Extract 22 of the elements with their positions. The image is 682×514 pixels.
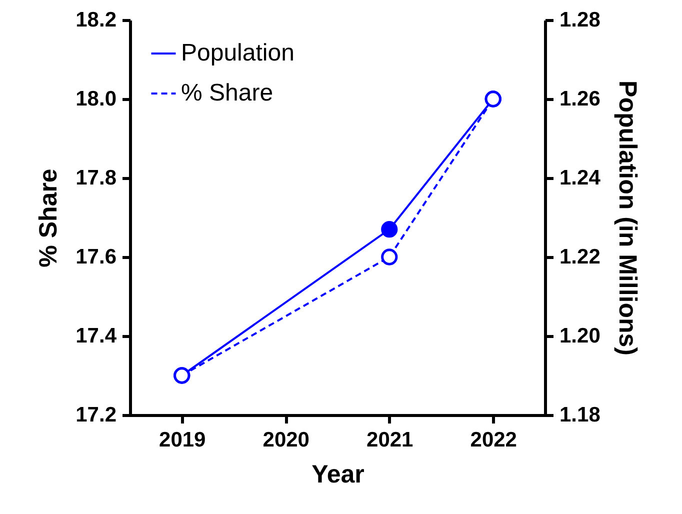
x-tick-label: 2021	[366, 428, 414, 452]
x-tick-label: 2022	[470, 428, 517, 452]
legend-label: Population	[181, 40, 294, 66]
y2-tick-label: 1.20	[560, 324, 600, 348]
y-tick-label: 17.4	[76, 324, 117, 348]
y2-tick-label: 1.26	[560, 88, 600, 110]
y-tick-label: 17.6	[76, 246, 116, 268]
y2-tick-label: 1.18	[560, 404, 601, 426]
y2-tick-label: 1.22	[560, 246, 600, 268]
point	[381, 221, 398, 238]
y-axis-title: % Share	[34, 168, 63, 268]
y2-axis-title: Population (in Millions)	[613, 80, 642, 356]
y-tick-label: 17.8	[76, 166, 117, 190]
legend-label: % Share	[181, 80, 274, 106]
y-tick-label: 18.0	[76, 88, 116, 110]
x-tick-label: 2019	[159, 428, 206, 452]
x-tick-label: 2020	[262, 428, 310, 452]
y2-tick-label: 1.28	[560, 8, 601, 32]
y-tick-label: 17.2	[76, 404, 116, 426]
y-tick-label: 18.2	[76, 8, 116, 32]
x-axis-title: Year	[312, 460, 365, 488]
y2-tick-label: 1.24	[560, 166, 601, 190]
